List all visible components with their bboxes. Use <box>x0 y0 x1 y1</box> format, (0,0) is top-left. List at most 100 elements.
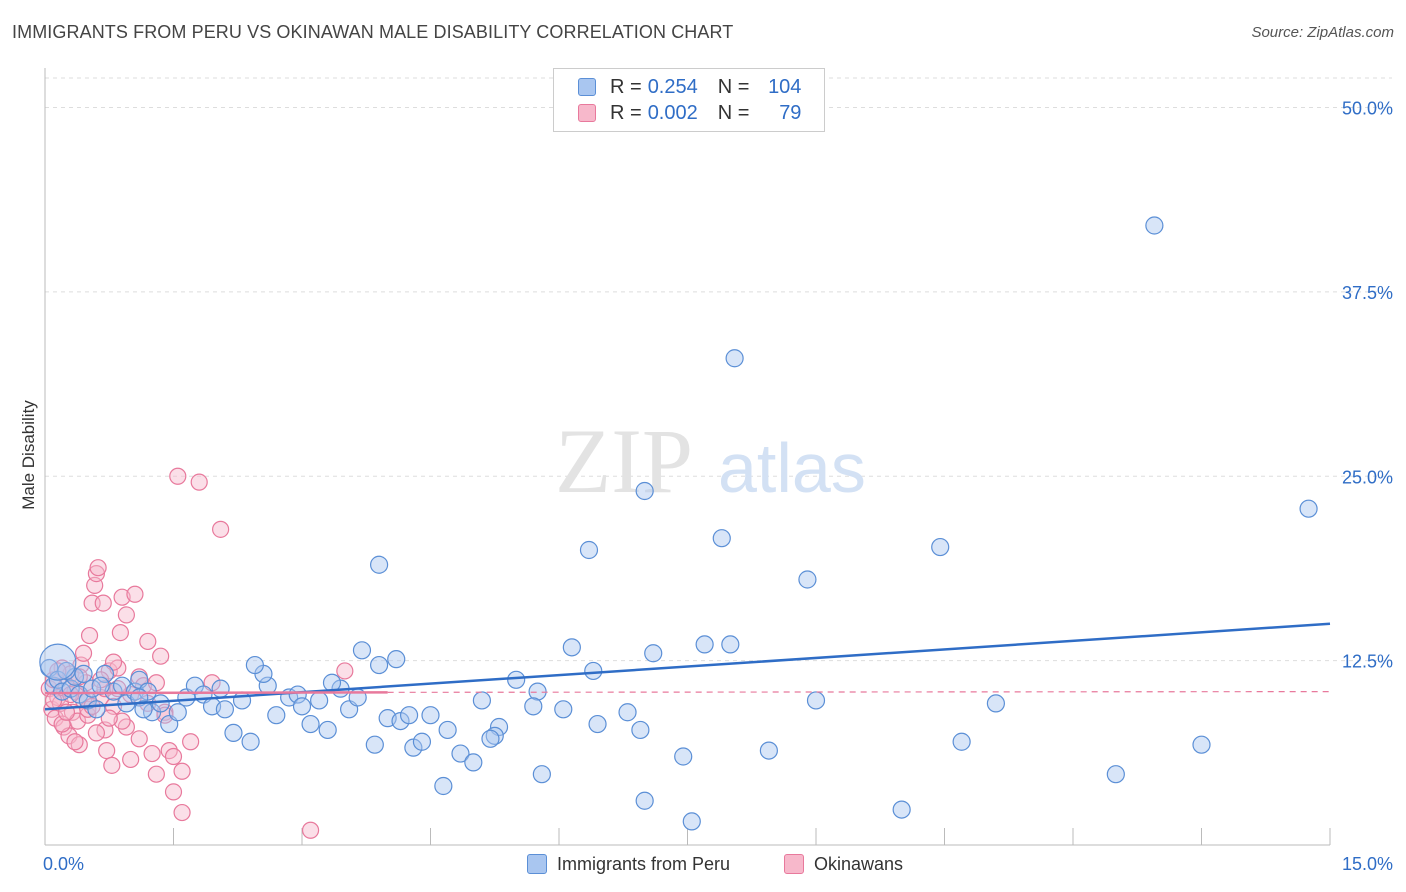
legend-r-value: 0.254 <box>647 75 698 98</box>
x-tick-label: 15.0% <box>1342 854 1393 874</box>
peru-point <box>986 694 1006 713</box>
peru-point <box>91 676 110 695</box>
peru-point <box>579 540 599 560</box>
bottom-legend-label-okinawans: Okinawans <box>814 853 904 874</box>
peru-point <box>370 555 389 574</box>
peru-point <box>695 635 714 654</box>
peru-point <box>438 720 457 740</box>
okinawans-point <box>130 730 148 748</box>
y-tick-label: 50.0% <box>1342 99 1393 119</box>
peru-point <box>370 655 389 675</box>
peru-point <box>682 812 701 831</box>
chart-title: IMMIGRANTS FROM PERU VS OKINAWAN MALE DI… <box>12 22 734 42</box>
okinawans-trend-extension <box>387 690 1331 693</box>
peru-point <box>931 537 950 557</box>
okinawans-point <box>336 662 354 680</box>
peru-point <box>215 700 234 719</box>
peru-point <box>310 691 329 710</box>
peru-point <box>798 570 817 589</box>
peru-point <box>472 691 491 710</box>
okinawans-point <box>74 644 93 662</box>
bottom-legend-swatch-blue <box>527 854 547 874</box>
okinawans-point <box>190 473 208 491</box>
bottom-legend-swatch-pink <box>784 854 804 874</box>
okinawans-point <box>139 632 157 651</box>
okinawans-point <box>117 606 135 624</box>
peru-point <box>267 706 286 725</box>
okinawans-point <box>164 747 183 766</box>
peru-point <box>721 635 740 654</box>
okinawans-point <box>66 733 84 751</box>
peru-point <box>301 714 320 734</box>
peru-point <box>631 720 650 740</box>
okinawans-trend-line <box>44 691 388 695</box>
peru-point <box>1145 216 1164 235</box>
watermark: ZIP atlas <box>555 410 866 512</box>
legend-swatch-blue <box>578 78 596 96</box>
peru-point <box>759 741 778 760</box>
peru-point <box>635 791 654 810</box>
peru-point <box>211 679 230 698</box>
okinawans-point <box>113 712 131 730</box>
source-label: Source: ZipAtlas.com <box>1251 24 1394 41</box>
okinawans-point <box>122 750 140 769</box>
legend-n-value: 79 <box>779 101 802 124</box>
peru-point <box>952 732 971 751</box>
legend-row-peru: R = 0.254 N = 104 <box>578 75 801 99</box>
peru-points <box>39 216 1318 831</box>
peru-point <box>532 765 551 784</box>
okinawans-points <box>40 467 354 839</box>
peru-point <box>318 720 337 740</box>
tick-labels: 12.5% 25.0% 37.5% 50.0% 0.0% 15.0% <box>43 99 1393 875</box>
peru-point <box>524 697 543 716</box>
peru-point <box>151 694 170 713</box>
peru-point <box>292 697 312 716</box>
peru-point <box>288 685 307 704</box>
peru-point <box>635 481 654 501</box>
peru-point <box>245 655 264 675</box>
y-tick-label: 25.0% <box>1342 467 1393 487</box>
okinawans-point <box>173 803 191 822</box>
legend-n-value: 104 <box>768 75 802 98</box>
peru-point <box>95 664 115 684</box>
okinawans-point <box>103 756 121 774</box>
legend-n-label: N = <box>717 75 750 98</box>
okinawans-point <box>87 564 106 583</box>
okinawans-point <box>111 623 129 642</box>
peru-point <box>387 650 406 669</box>
peru-point <box>481 729 500 748</box>
okinawans-point <box>152 647 170 665</box>
legend-row-okinawans: R = 0.002 N = 79 <box>578 101 801 125</box>
peru-point <box>806 691 826 710</box>
peru-point <box>464 753 483 772</box>
legend-n-label: N = <box>717 101 750 124</box>
correlation-legend: R = 0.254 N = 104 R = 0.002 N = 79 <box>553 68 825 132</box>
peru-point <box>74 664 93 684</box>
peru-point <box>1106 765 1125 784</box>
okinawans-point <box>164 783 183 801</box>
grid-lines <box>45 77 1392 662</box>
peru-point <box>168 703 187 722</box>
peru-point <box>412 732 432 751</box>
okinawans-point <box>80 626 99 645</box>
axes <box>44 68 1331 846</box>
okinawans-point <box>126 585 144 603</box>
y-tick-label: 12.5% <box>1342 652 1393 672</box>
peru-point <box>562 638 581 657</box>
peru-point <box>39 643 77 681</box>
peru-point <box>1192 735 1211 754</box>
peru-point <box>399 706 419 725</box>
watermark-atlas: atlas <box>718 429 866 507</box>
legend-r-value: 0.002 <box>647 101 698 124</box>
peru-point <box>674 747 693 766</box>
peru-point <box>241 732 260 751</box>
peru-point <box>554 700 573 719</box>
watermark-zip: ZIP <box>555 410 693 512</box>
peru-point <box>365 735 384 754</box>
okinawans-point <box>89 559 107 577</box>
okinawans-point <box>182 733 200 751</box>
legend-r-label: R = <box>610 75 642 98</box>
peru-point <box>507 670 526 689</box>
okinawans-point <box>100 709 118 727</box>
